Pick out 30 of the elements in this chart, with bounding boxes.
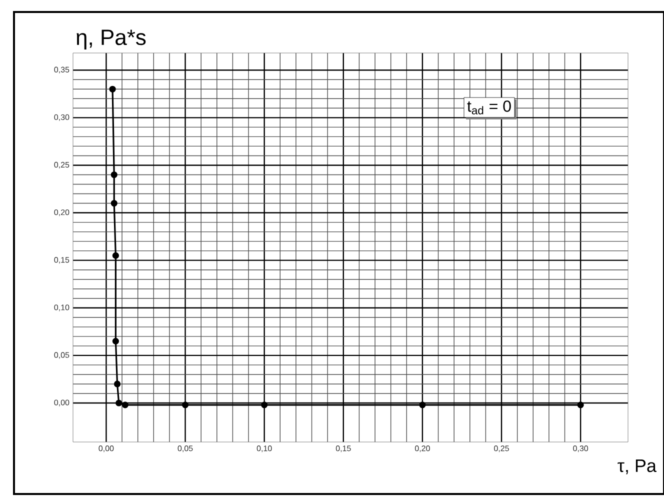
- y-tick-label: 0,25: [54, 162, 70, 169]
- y-tick-label: 0,35: [54, 66, 70, 74]
- x-tick-label: 0,10: [256, 446, 272, 452]
- y-tick-label: 0,05: [54, 352, 70, 359]
- y-tick-label: 0,15: [54, 257, 70, 264]
- x-axis-title: τ, Pa: [618, 460, 656, 474]
- point: [577, 402, 584, 408]
- point: [112, 338, 119, 344]
- point: [110, 171, 118, 178]
- point: [116, 400, 122, 406]
- x-tick-label: 0,15: [336, 446, 351, 452]
- point: [109, 86, 116, 92]
- point: [261, 402, 268, 408]
- annotation: t$_{ad}$ = 0: [467, 100, 511, 114]
- y-tick-label: 0,20: [54, 209, 70, 216]
- x-tick-label: 0,20: [414, 446, 430, 452]
- point: [182, 402, 189, 408]
- point: [114, 380, 121, 388]
- y-tick-label: 0,10: [54, 304, 70, 312]
- y-axis-title: η, Pa*s: [76, 30, 146, 50]
- point: [122, 402, 128, 408]
- x-tick-label: 0,30: [573, 446, 588, 452]
- x-tick-label: 0,00: [98, 446, 114, 452]
- point: [419, 402, 426, 408]
- y-tick-label: 0,30: [54, 114, 70, 121]
- x-tick-label: 0,05: [178, 446, 193, 452]
- y-tick-label: 0,00: [54, 400, 70, 406]
- point: [112, 252, 119, 259]
- point: [110, 200, 118, 207]
- x-tick-label: 0,25: [494, 446, 509, 452]
